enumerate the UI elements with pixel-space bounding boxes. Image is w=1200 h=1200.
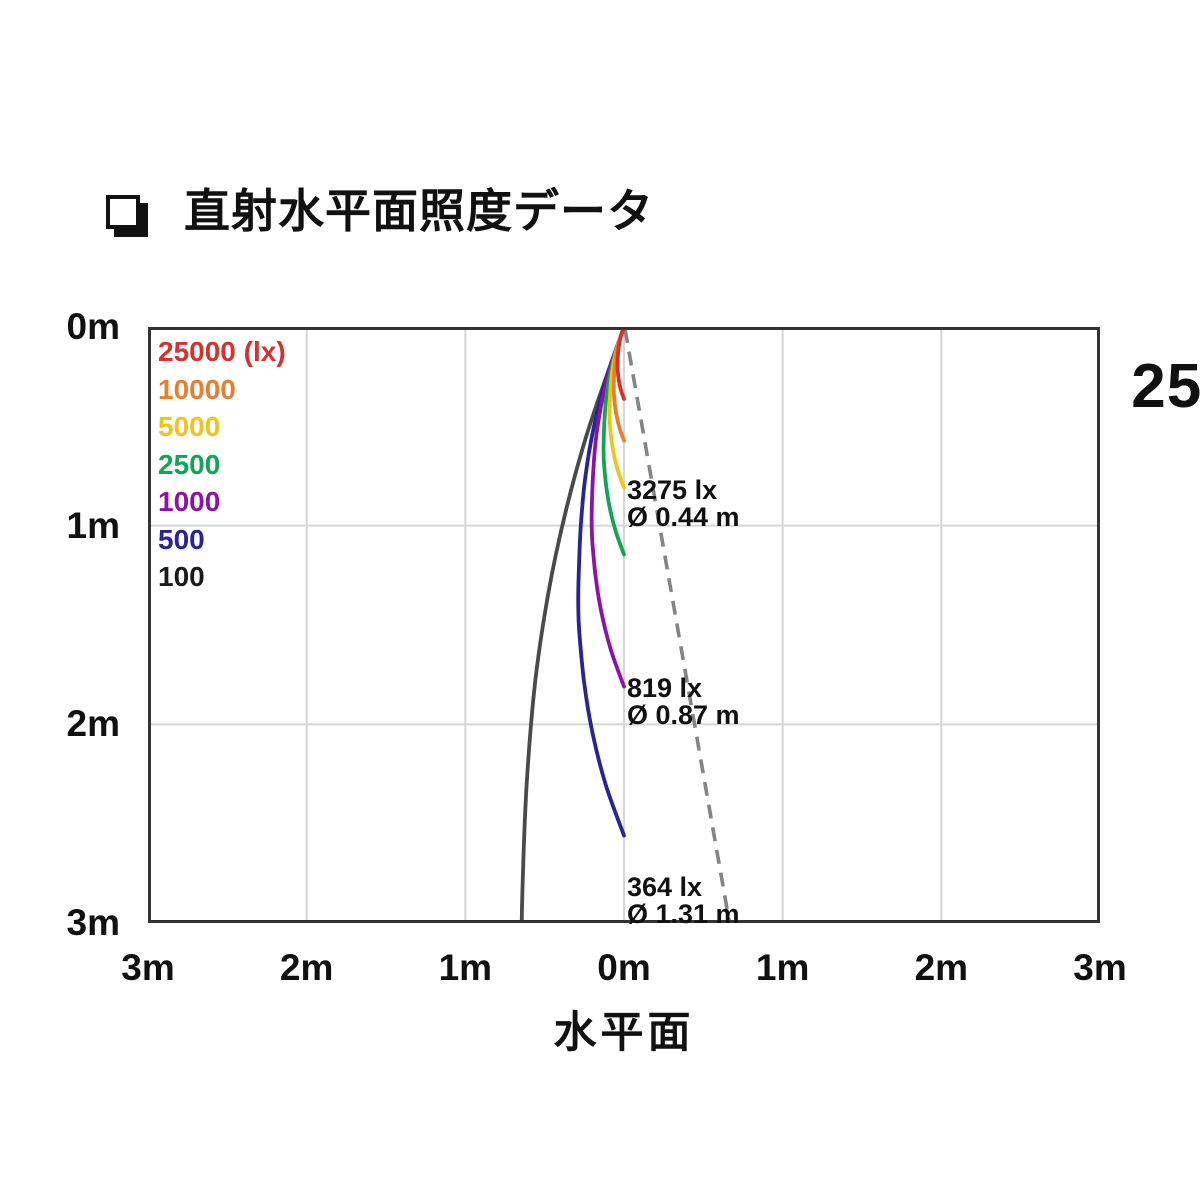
page-title: 直射水平面照度データ xyxy=(184,185,654,237)
x-tick-label-2: 1m xyxy=(438,947,493,988)
annotation-2m: 819 lx Ø 0.87 m xyxy=(627,675,740,729)
annotation-illuminance: 819 lx xyxy=(627,673,703,704)
y-tick-label-2: 2m xyxy=(66,703,120,745)
legend-item-500: 500 xyxy=(158,523,205,555)
square-bullet-icon xyxy=(106,195,140,229)
x-tick-label-5: 2m xyxy=(914,947,969,988)
y-tick-label-3: 3m xyxy=(66,902,120,943)
y-tick-label-0: 0m xyxy=(66,306,120,347)
plot-area: 25000 (lx) 10000 5000 2500 1000 500 100 25° 32… xyxy=(148,327,1200,928)
y-tick-label-1: 1m xyxy=(66,504,120,546)
x-tick-label-4: 1m xyxy=(755,947,810,988)
legend-item-100: 100 xyxy=(158,561,205,592)
annotation-diameter: Ø 1.31 m xyxy=(627,899,740,929)
legend-item-1000: 1000 xyxy=(158,486,221,517)
x-tick-label-0: 3m xyxy=(121,947,175,988)
beam-angle-dashed-line xyxy=(623,328,732,923)
cone-diagram-svg xyxy=(148,327,1100,923)
annotation-1m: 3275 lx Ø 0.44 m xyxy=(627,474,740,532)
legend-item-5000: 5000 xyxy=(158,411,221,442)
x-tick-label-1: 2m xyxy=(279,947,334,988)
legend-item-25000: 25000 (lx) xyxy=(158,336,286,367)
iso-lux-curve-1000 xyxy=(589,327,626,689)
x-axis-title: 水平面 xyxy=(553,1009,695,1057)
annotation-illuminance: 3275 lx xyxy=(627,474,718,505)
x-tick-label-3: 0m xyxy=(597,947,651,988)
legend-item-10000: 10000 xyxy=(158,373,236,405)
x-tick-label-6: 3m xyxy=(1073,947,1127,988)
annotation-diameter: Ø 0.87 m xyxy=(627,700,740,731)
annotation-diameter: Ø 0.44 m xyxy=(627,501,740,532)
iso-lux-curve-500 xyxy=(576,327,626,838)
iso-lux-curve-25000 xyxy=(615,327,626,401)
iso-lux-curve-100 xyxy=(519,327,626,923)
annotation-illuminance: 364 lx xyxy=(627,872,703,902)
beam-angle-label: 25° xyxy=(1131,352,1200,421)
plot-border xyxy=(148,327,1100,923)
annotation-3m: 364 lx Ø 1.31 m xyxy=(627,874,740,928)
iso-lux-legend: 25000 (lx) 10000 5000 2500 1000 500 100 xyxy=(158,333,286,596)
legend-item-2500: 2500 xyxy=(158,448,221,480)
